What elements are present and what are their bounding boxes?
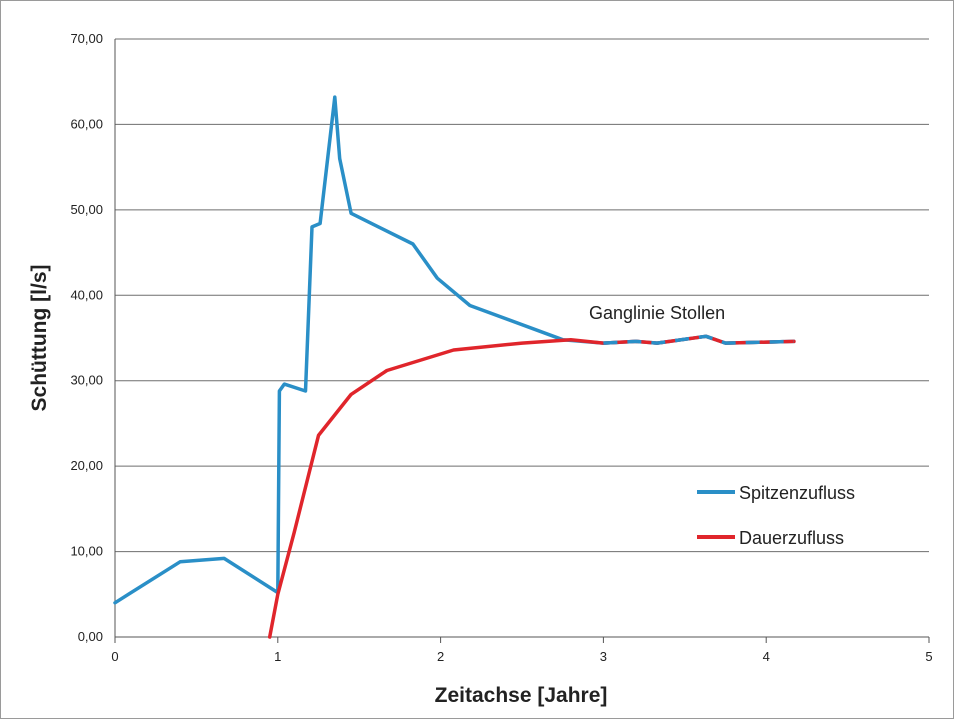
y-tick-label: 40,00 bbox=[70, 287, 103, 302]
y-tick-label: 50,00 bbox=[70, 202, 103, 217]
y-tick-label: 10,00 bbox=[70, 544, 103, 559]
y-tick-label: 60,00 bbox=[70, 116, 103, 131]
legend: Spitzenzufluss Dauerzufluss bbox=[697, 483, 855, 548]
x-tick-label: 5 bbox=[925, 649, 932, 664]
y-tick-label: 0,00 bbox=[78, 629, 103, 644]
legend-label-dauerzufluss: Dauerzufluss bbox=[739, 528, 844, 548]
x-tick-label: 2 bbox=[437, 649, 444, 664]
series-line-dauerzufluss bbox=[267, 334, 796, 639]
y-axis-title: Schüttung [l/s] bbox=[28, 265, 51, 412]
tick-layer: 0,00 10,00 20,00 30,00 40,00 50,00 60,00 70,00 0… bbox=[70, 31, 932, 664]
series-overlap-dash bbox=[603, 334, 794, 345]
grid-layer bbox=[114, 38, 929, 638]
y-tick-label: 30,00 bbox=[70, 373, 103, 388]
x-tick-label: 3 bbox=[600, 649, 607, 664]
series-layer bbox=[113, 95, 796, 639]
y-tick-label: 20,00 bbox=[70, 458, 103, 473]
legend-label-spitzenzufluss: Spitzenzufluss bbox=[739, 483, 855, 503]
y-tick-label: 70,00 bbox=[70, 31, 103, 46]
x-axis-title: Zeitachse [Jahre] bbox=[435, 684, 608, 707]
x-tick-label: 0 bbox=[111, 649, 118, 664]
series-annotation: Ganglinie Stollen bbox=[589, 303, 725, 323]
x-tick-label: 4 bbox=[763, 649, 770, 664]
x-tick-label: 1 bbox=[274, 649, 281, 664]
